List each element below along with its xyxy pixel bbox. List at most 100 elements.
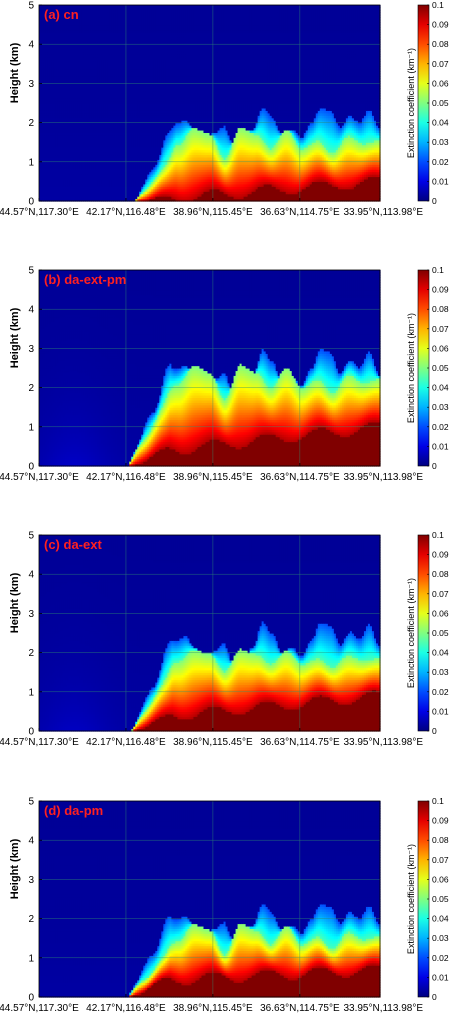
colorbar-tick-label: 0.02 [432,687,449,697]
x-tick-label: 36.63°N,114.75°E [260,207,340,218]
panel-title: (b) da-ext-pm [44,272,126,287]
y-tick-label: 2 [28,914,34,925]
y-axis-label: Height (km) [9,307,21,368]
colorbar-tick-label: 0.01 [432,176,449,186]
y-tick-label: 0 [28,197,34,208]
colorbar-tick-label: 0.06 [432,343,449,353]
colorbar-label: Extinction coefficient (km⁻¹) [406,844,416,954]
colorbar-tick-label: 0.03 [432,667,449,677]
chart-panel-c: 0 1 2 3 4 5 44.57°N,117.30°E 42.17°N,116.48°E 38… [0,530,467,760]
colorbar-tick-label: 0.05 [432,98,449,108]
y-axis-label: Height (km) [9,42,21,103]
colorbar-tick-label: 0.01 [432,972,449,982]
x-tick-label: 42.17°N,116.48°E [86,207,166,218]
x-tick-label: 36.63°N,114.75°E [260,737,340,748]
colorbar-tick-label: 0.04 [432,118,449,128]
y-tick-label: 3 [28,344,34,355]
colorbar-tick-label: 0.04 [432,648,449,658]
colorbar-tick-label: 0 [432,992,437,1002]
x-tick-label: 33.95°N,113.98°E [343,472,423,483]
x-tick-label: 44.57°N,117.30°E [0,1003,79,1014]
colorbar-tick-label: 0.08 [432,304,449,314]
y-tick-label: 0 [28,462,34,473]
colorbar-tick-label: 0.03 [432,933,449,943]
colorbar-tick-label: 0.01 [432,441,449,451]
colorbar-tick-label: 0.07 [432,59,449,69]
heatmap-field [39,801,381,998]
colorbar-label: Extinction coefficient (km⁻¹) [406,578,416,688]
x-tick-label: 33.95°N,113.98°E [343,1003,423,1014]
y-tick-label: 0 [28,727,34,738]
x-tick-label: 38.96°N,115.45°E [173,207,253,218]
y-tick-label: 1 [28,157,34,168]
colorbar-tick-label: 0.05 [432,894,449,904]
x-tick-label: 36.63°N,114.75°E [260,472,340,483]
y-tick-label: 2 [28,118,34,129]
colorbar-tick-label: 0.01 [432,706,449,716]
colorbar-label: Extinction coefficient (km⁻¹) [406,48,416,158]
y-tick-label: 2 [28,648,34,659]
y-tick-label: 0 [28,993,34,1004]
colorbar-tick-label: 0.04 [432,383,449,393]
y-tick-label: 4 [28,570,34,581]
x-tick-label: 36.63°N,114.75°E [260,1003,340,1014]
colorbar-tick-label: 0.1 [432,796,444,806]
colorbar-tick-label: 0.08 [432,39,449,49]
colorbar-tick-label: 0.03 [432,137,449,147]
colorbar-tick-label: 0.08 [432,835,449,845]
colorbar-tick-label: 0 [432,461,437,471]
x-tick-label: 33.95°N,113.98°E [343,737,423,748]
chart-svg: 0 1 2 3 4 5 44.57°N,117.30°E 42.17°N,116.48°E 38… [0,530,467,760]
colorbar-tick-label: 0.03 [432,402,449,412]
y-tick-label: 1 [28,422,34,433]
colorbar-tick-label: 0 [432,726,437,736]
y-tick-label: 3 [28,609,34,620]
x-tick-label: 44.57°N,117.30°E [0,472,79,483]
colorbar-tick-label: 0.06 [432,608,449,618]
x-tick-label: 38.96°N,115.45°E [173,737,253,748]
colorbar-tick-label: 0.07 [432,589,449,599]
heatmap-field [39,5,381,202]
colorbar-tick-label: 0.09 [432,550,449,560]
colorbar-tick-label: 0.1 [432,0,444,10]
y-tick-label: 5 [28,531,34,542]
y-tick-label: 3 [28,79,34,90]
x-tick-label: 42.17°N,116.48°E [86,737,166,748]
x-tick-label: 38.96°N,115.45°E [173,472,253,483]
colorbar-tick-label: 0.02 [432,953,449,963]
colorbar-tick-label: 0.02 [432,422,449,432]
x-tick-label: 33.95°N,113.98°E [343,207,423,218]
colorbar-tick-label: 0.05 [432,363,449,373]
heatmap-field [39,535,381,732]
x-tick-label: 44.57°N,117.30°E [0,737,79,748]
colorbar-tick-label: 0.1 [432,265,444,275]
colorbar-tick-label: 0.07 [432,855,449,865]
y-tick-label: 5 [28,797,34,808]
colorbar-tick-label: 0.06 [432,874,449,884]
y-tick-label: 1 [28,953,34,964]
y-tick-label: 5 [28,1,34,12]
colorbar-tick-label: 0.02 [432,157,449,167]
y-axis-label: Height (km) [9,572,21,633]
y-tick-label: 3 [28,875,34,886]
colorbar-tick-label: 0.05 [432,628,449,638]
x-tick-label: 42.17°N,116.48°E [86,472,166,483]
colorbar-tick-label: 0.07 [432,324,449,334]
colorbar-tick-label: 0.04 [432,914,449,924]
colorbar-tick-label: 0.08 [432,569,449,579]
y-tick-label: 2 [28,383,34,394]
colorbar-tick-label: 0.1 [432,530,444,540]
y-tick-label: 4 [28,40,34,51]
heatmap-field [39,270,381,467]
colorbar-label: Extinction coefficient (km⁻¹) [406,313,416,423]
colorbar-tick-label: 0.06 [432,78,449,88]
y-tick-label: 1 [28,687,34,698]
y-tick-label: 5 [28,266,34,277]
chart-panel-a: 0 1 2 3 4 5 44.57°N,117.30°E 42.17°N,116.48°E 38… [0,0,467,230]
x-tick-label: 44.57°N,117.30°E [0,207,79,218]
y-axis-label: Height (km) [9,838,21,899]
panel-title: (a) cn [44,7,79,22]
